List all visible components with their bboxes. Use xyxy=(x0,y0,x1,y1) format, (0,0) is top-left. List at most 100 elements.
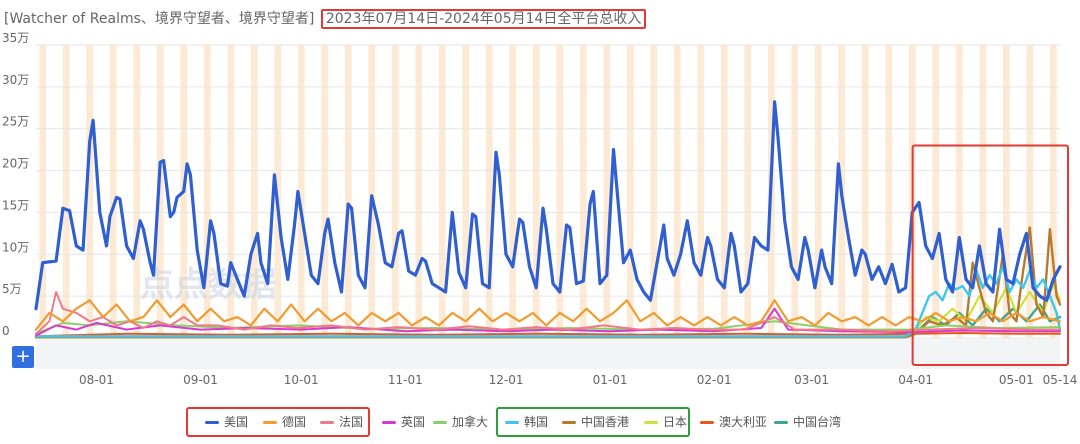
legend-swatch xyxy=(774,421,788,424)
legend-label: 澳大利亚 xyxy=(719,415,768,429)
legend-label: 日本 xyxy=(663,415,688,429)
weekend-band xyxy=(885,45,893,338)
legend: 美国 德国 法国 英国 加拿大 韩国 中国香港 日本 澳大利亚 中国台湾 xyxy=(0,405,1080,437)
x-tick-label: 03-01 xyxy=(794,373,829,387)
weekend-band xyxy=(297,45,305,338)
chart-title: [Watcher of Realms、境界守望者、境界守望者] 2023年07月… xyxy=(4,8,647,29)
weekend-band xyxy=(1049,45,1057,338)
range-slider-track[interactable] xyxy=(36,339,1060,369)
series-line xyxy=(34,100,1062,311)
y-tick-label: 25万 xyxy=(2,115,29,129)
weekend-band xyxy=(391,45,399,338)
highlight-box xyxy=(911,144,1070,366)
x-tick-label: 01-01 xyxy=(593,373,628,387)
weekend-band xyxy=(109,45,117,338)
weekend-band xyxy=(791,45,799,338)
legend-item[interactable]: 美国 xyxy=(205,413,248,430)
weekend-band xyxy=(556,45,564,338)
legend-item[interactable]: 韩国 xyxy=(505,413,548,430)
y-tick-label: 5万 xyxy=(2,282,22,296)
legend-item[interactable]: 加拿大 xyxy=(433,413,488,430)
weekend-band xyxy=(415,45,423,338)
title-date-range: 2023年07月14日-2024年05月14日全平台总收入 xyxy=(320,9,647,29)
watermark-text: 点点数据 xyxy=(140,265,276,305)
legend-swatch xyxy=(700,421,714,424)
weekend-band xyxy=(673,45,681,338)
series-line xyxy=(34,299,1062,331)
weekend-band xyxy=(1026,45,1034,338)
legend-item[interactable]: 法国 xyxy=(320,413,363,430)
weekend-band xyxy=(532,45,540,338)
weekend-band xyxy=(62,45,70,338)
weekend-band xyxy=(1002,45,1010,338)
x-tick-label: 08-01 xyxy=(79,373,114,387)
y-tick-label: 20万 xyxy=(2,157,29,171)
x-tick-label: 02-01 xyxy=(697,373,732,387)
legend-item[interactable]: 澳大利亚 xyxy=(700,413,767,430)
weekend-band xyxy=(509,45,517,338)
y-tick-label: 30万 xyxy=(2,73,29,87)
x-tick-label: 05-01 xyxy=(999,373,1034,387)
weekend-band xyxy=(720,45,728,338)
legend-highlight-green xyxy=(496,407,690,437)
weekend-band xyxy=(250,45,258,338)
y-tick-label: 15万 xyxy=(2,198,29,212)
x-tick-label: 09-01 xyxy=(183,373,218,387)
weekend-band xyxy=(579,45,587,338)
y-tick-label: 0 xyxy=(2,324,10,338)
weekend-band xyxy=(462,45,470,338)
y-tick-label: 10万 xyxy=(2,240,29,254)
legend-label: 德国 xyxy=(282,415,307,429)
legend-highlight-red xyxy=(186,407,370,437)
legend-swatch xyxy=(433,421,447,424)
weekend-band xyxy=(955,45,963,338)
x-tick-label: 04-01 xyxy=(898,373,933,387)
weekend-band xyxy=(321,45,329,338)
legend-label: 中国台湾 xyxy=(793,415,842,429)
legend-swatch xyxy=(562,421,576,424)
legend-swatch xyxy=(644,421,658,424)
series-line xyxy=(35,307,1061,337)
weekend-band xyxy=(697,45,705,338)
weekend-band xyxy=(344,45,352,338)
y-tick-label: 35万 xyxy=(2,31,29,45)
weekend-band xyxy=(368,45,376,338)
legend-label: 法国 xyxy=(339,415,364,429)
weekend-band xyxy=(156,45,164,338)
x-tick-label: 05-14 xyxy=(1043,373,1078,387)
weekend-band xyxy=(650,45,658,338)
legend-item[interactable]: 英国 xyxy=(382,413,425,430)
x-tick-label: 10-01 xyxy=(284,373,319,387)
weekend-band xyxy=(227,45,235,338)
weekend-band xyxy=(861,45,869,338)
legend-swatch xyxy=(263,421,277,424)
series-line xyxy=(34,282,1062,339)
legend-label: 加拿大 xyxy=(452,415,489,429)
legend-label: 美国 xyxy=(224,415,249,429)
title-prefix: [Watcher of Realms、境界守望者、境界守望者] xyxy=(4,11,315,27)
add-button[interactable]: + xyxy=(12,346,34,368)
weekend-band xyxy=(86,45,94,338)
highlight-rectangle xyxy=(911,144,1070,366)
legend-item[interactable]: 德国 xyxy=(263,413,306,430)
y-axis: 0 5万 10万 15万 20万 25万 30万 35万 xyxy=(2,31,29,338)
weekend-band xyxy=(814,45,822,338)
weekend-band xyxy=(603,45,611,338)
weekend-band xyxy=(203,45,211,338)
weekend-band xyxy=(626,45,634,338)
legend-item[interactable]: 日本 xyxy=(644,413,687,430)
weekend-band xyxy=(133,45,141,338)
legend-swatch xyxy=(205,421,219,424)
legend-item[interactable]: 中国香港 xyxy=(562,413,629,430)
series-line xyxy=(35,291,1061,335)
legend-swatch xyxy=(320,421,334,424)
weekend-band xyxy=(39,45,47,338)
weekend-band xyxy=(979,45,987,338)
weekend-band xyxy=(744,45,752,338)
series-lines xyxy=(34,100,1062,339)
legend-item[interactable]: 中国台湾 xyxy=(774,413,841,430)
legend-label: 中国香港 xyxy=(581,415,630,429)
legend-label: 韩国 xyxy=(524,415,549,429)
weekend-band xyxy=(438,45,446,338)
